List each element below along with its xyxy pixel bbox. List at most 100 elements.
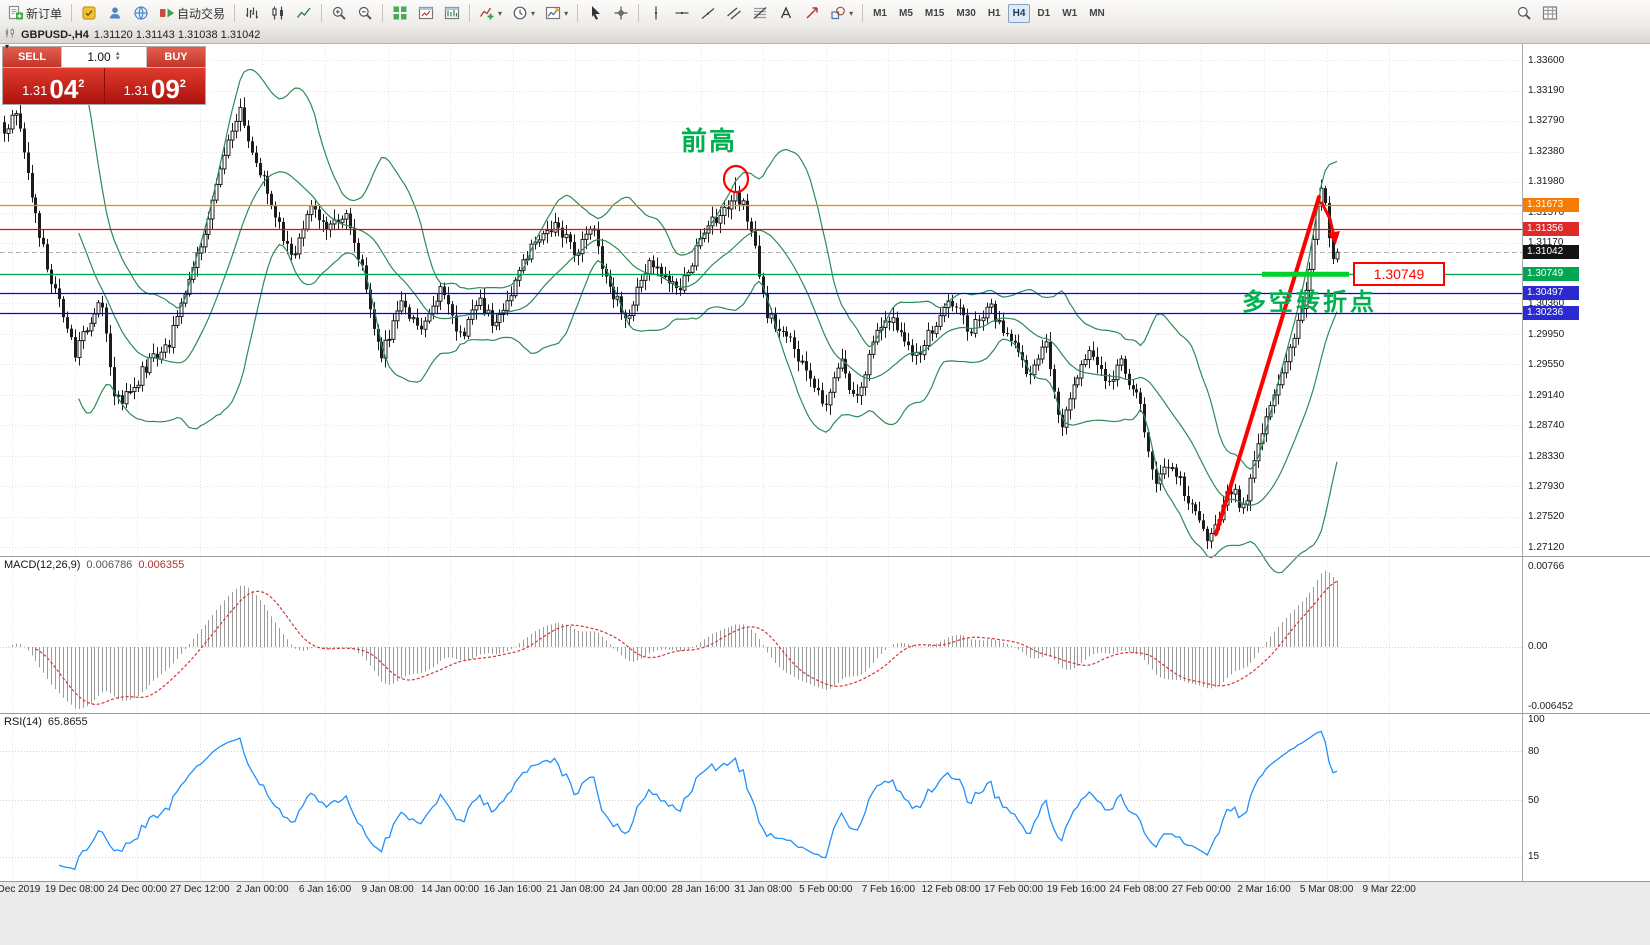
bid-price-small: 1.31 — [22, 83, 48, 98]
horizontal-line-button[interactable] — [670, 1, 694, 25]
timeframe-m15-button[interactable]: M15 — [924, 7, 945, 19]
arrow-label-button[interactable] — [800, 1, 824, 25]
tline-icon — [700, 5, 716, 21]
zoom-in-icon — [331, 5, 347, 21]
one-click-collapse-icon[interactable]: ▾ — [5, 42, 10, 51]
arrowlbl-icon — [804, 5, 820, 21]
macd-value-main: 0.006786 — [86, 559, 133, 571]
toolbar-separator — [321, 4, 323, 22]
new-order-button[interactable]: 新订单 — [4, 1, 66, 25]
line-chart-mode-button[interactable] — [292, 1, 316, 25]
indicators-icon — [479, 5, 495, 21]
caret-down-icon: ▾ — [531, 8, 536, 18]
auto-trading-label: 自动交易 — [177, 6, 226, 21]
ask-price-button[interactable]: 1.31 09 2 — [104, 68, 205, 104]
crosshair-button[interactable] — [609, 1, 633, 25]
equidistant-channel-button[interactable] — [722, 1, 746, 25]
toolbar-separator — [382, 4, 384, 22]
trendline-button[interactable] — [696, 1, 720, 25]
chartwin-icon — [418, 5, 434, 21]
autotrade-icon — [159, 5, 175, 21]
vertical-line-button[interactable] — [644, 1, 668, 25]
profile-button[interactable] — [103, 1, 127, 25]
rsi-value: 65.8655 — [47, 716, 88, 728]
volume-stepper[interactable]: ▲ ▼ — [114, 51, 121, 62]
fibonacci-button[interactable] — [748, 1, 772, 25]
chartwin2-icon — [444, 5, 460, 21]
price-tag-box: 1.30749 — [1353, 262, 1445, 286]
timeframe-d1-button[interactable]: D1 — [1037, 7, 1051, 19]
chart-window-b-button[interactable] — [440, 1, 464, 25]
cursor-button[interactable] — [583, 1, 607, 25]
tile-icon — [392, 5, 408, 21]
toolbar-separator — [234, 4, 236, 22]
tile-windows-button[interactable] — [388, 1, 412, 25]
timeframe-w1-button[interactable]: W1 — [1062, 7, 1078, 19]
bid-price-sup: 2 — [78, 78, 85, 90]
spin-down-icon[interactable]: ▼ — [114, 56, 121, 62]
fibo-icon — [752, 5, 768, 21]
community-button[interactable] — [129, 1, 153, 25]
auto-trading-button[interactable]: 自动交易 — [155, 1, 229, 25]
toolbar-separator — [638, 4, 640, 22]
caret-down-icon: ▾ — [849, 8, 854, 18]
template-icon — [545, 5, 561, 21]
bid-price-big: 04 — [49, 74, 79, 104]
chart-title-ohlc: 1.31120 1.31143 1.31038 1.31042 — [93, 28, 261, 41]
bars-icon — [244, 5, 260, 21]
timeframe-h1-button[interactable]: H1 — [987, 7, 1001, 19]
new-order-icon — [8, 5, 24, 21]
shapes-button[interactable]: ▾ — [826, 1, 857, 25]
new-order-label: 新订单 — [26, 6, 63, 21]
toolbar: 新订单 自动交易 ▾ ▾ ▾ ▾ M1 M5 M15 M30 H1 H4 D1 W1 MN — [0, 0, 1650, 27]
profile-icon — [107, 5, 123, 21]
toolbar-separator — [71, 4, 73, 22]
rsi-label-row: RSI(14) 65.8655 — [4, 716, 94, 728]
templates-button[interactable]: ▾ — [541, 1, 572, 25]
bid-price-button[interactable]: 1.31 04 2 — [3, 68, 105, 104]
chart-window-a-button[interactable] — [414, 1, 438, 25]
text-button[interactable] — [774, 1, 798, 25]
ask-price-sup: 2 — [179, 78, 186, 90]
vline-icon — [648, 5, 664, 21]
toolbar-separator — [469, 4, 471, 22]
caret-down-icon: ▾ — [564, 8, 569, 18]
timeframe-m30-button[interactable]: M30 — [956, 7, 976, 19]
timeframe-mn-button[interactable]: MN — [1089, 7, 1105, 19]
caret-down-icon: ▾ — [498, 8, 503, 18]
shapes-icon — [830, 5, 846, 21]
line-icon — [296, 5, 312, 21]
macd-name: MACD(12,26,9) — [4, 559, 81, 571]
candlestick-mode-button[interactable] — [266, 1, 290, 25]
text-icon — [778, 5, 794, 21]
channel-icon — [726, 5, 742, 21]
periods-button[interactable]: ▾ — [508, 1, 539, 25]
volume-field[interactable]: 1.00 ▲ ▼ — [61, 47, 147, 67]
volume-value: 1.00 — [87, 50, 111, 64]
search-button[interactable] — [1512, 1, 1536, 25]
timeframe-h4-button[interactable]: H4 — [1007, 3, 1031, 23]
one-click-trading-panel: SELL 1.00 ▲ ▼ BUY 1.31 04 2 1.31 09 2 — [2, 46, 206, 105]
bar-chart-mode-button[interactable] — [240, 1, 264, 25]
zoom-out-button[interactable] — [353, 1, 377, 25]
timeframe-m5-button[interactable]: M5 — [899, 7, 913, 19]
clock-icon — [512, 5, 528, 21]
chart-icon — [4, 27, 16, 42]
macd-value-signal: 0.006355 — [138, 559, 185, 571]
cursor-icon — [587, 5, 603, 21]
buy-button[interactable]: BUY — [147, 47, 205, 67]
timeframe-m1-button[interactable]: M1 — [873, 7, 887, 19]
candles-icon — [270, 5, 286, 21]
sell-button[interactable]: SELL — [3, 47, 61, 67]
macd-label-row: MACD(12,26,9) 0.006786 0.006355 — [4, 559, 190, 571]
data-window-button[interactable] — [1538, 1, 1562, 25]
zoom-in-button[interactable] — [327, 1, 351, 25]
metaquotes-button[interactable] — [77, 1, 101, 25]
spin-up-icon[interactable]: ▲ — [114, 51, 121, 57]
toolbar-separator — [862, 4, 864, 22]
toolbar-right-group — [1511, 1, 1563, 25]
indicators-button[interactable]: ▾ — [475, 1, 506, 25]
toolbar-separator — [577, 4, 579, 22]
